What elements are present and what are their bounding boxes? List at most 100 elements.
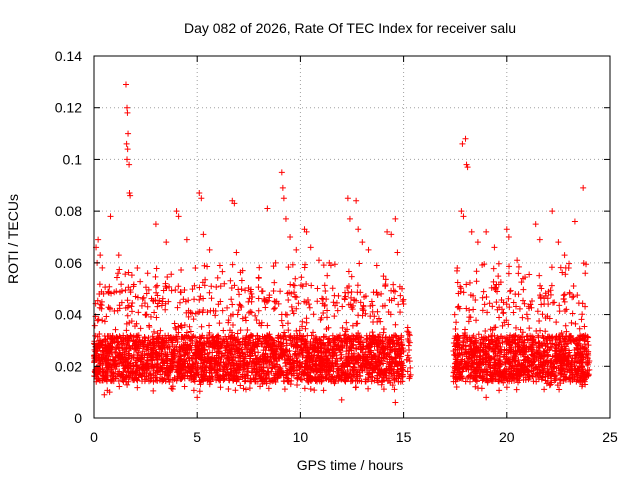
data-point xyxy=(154,292,161,299)
data-point xyxy=(377,318,384,325)
data-point xyxy=(154,282,161,289)
data-point xyxy=(196,284,203,291)
data-point xyxy=(206,356,213,363)
data-point xyxy=(496,387,503,394)
data-point xyxy=(116,302,123,309)
data-point xyxy=(158,302,165,309)
data-point xyxy=(134,370,141,377)
data-point xyxy=(284,367,291,374)
data-point xyxy=(245,285,252,292)
data-point xyxy=(503,384,510,391)
data-point xyxy=(229,261,236,268)
data-point xyxy=(144,360,151,367)
data-point xyxy=(96,330,103,337)
data-point xyxy=(166,378,173,385)
data-point xyxy=(133,339,140,346)
data-point xyxy=(468,228,475,235)
data-point xyxy=(131,342,138,349)
data-point xyxy=(275,338,282,345)
data-point xyxy=(326,338,333,345)
data-point xyxy=(270,263,277,270)
data-point xyxy=(389,340,396,347)
data-point xyxy=(354,351,361,358)
data-point xyxy=(160,356,167,363)
data-point xyxy=(219,350,226,357)
data-point xyxy=(308,365,315,372)
data-point xyxy=(175,213,182,220)
data-point xyxy=(301,298,308,305)
data-point xyxy=(569,310,576,317)
data-point xyxy=(475,331,482,338)
data-point xyxy=(331,261,338,268)
data-point xyxy=(314,285,321,292)
data-point xyxy=(395,374,402,381)
data-point xyxy=(499,322,506,329)
data-point xyxy=(107,213,114,220)
data-point xyxy=(251,342,258,349)
data-point xyxy=(186,357,193,364)
data-point xyxy=(330,378,337,385)
data-point xyxy=(250,341,257,348)
data-point xyxy=(321,282,328,289)
data-point xyxy=(252,312,259,319)
data-point xyxy=(562,322,569,329)
data-point xyxy=(215,301,222,308)
data-point xyxy=(194,344,201,351)
data-point xyxy=(284,348,291,355)
data-point xyxy=(98,305,105,312)
data-point xyxy=(354,320,361,327)
data-point xyxy=(354,282,361,289)
data-point xyxy=(141,334,148,341)
data-point xyxy=(556,308,563,315)
data-point xyxy=(227,349,234,356)
data-point xyxy=(470,306,477,313)
data-point xyxy=(103,313,110,320)
data-point xyxy=(238,277,245,284)
data-point xyxy=(157,327,164,334)
data-point xyxy=(274,375,281,382)
data-point xyxy=(168,334,175,341)
data-point xyxy=(357,344,364,351)
data-point xyxy=(140,341,147,348)
data-point xyxy=(225,385,232,392)
data-point xyxy=(293,246,300,253)
data-point xyxy=(392,399,399,406)
data-point xyxy=(106,283,113,290)
data-point xyxy=(315,257,322,264)
data-point xyxy=(520,297,527,304)
data-point xyxy=(153,364,160,371)
data-point xyxy=(324,307,331,314)
data-point xyxy=(196,347,203,354)
data-point xyxy=(196,388,203,395)
data-point xyxy=(125,352,132,359)
data-point xyxy=(382,281,389,288)
data-point xyxy=(97,301,104,308)
data-point xyxy=(387,336,394,343)
data-point xyxy=(365,385,372,392)
data-point xyxy=(536,272,543,279)
data-point xyxy=(379,354,386,361)
data-point xyxy=(331,313,338,320)
data-point xyxy=(339,303,346,310)
data-point xyxy=(268,377,275,384)
data-point xyxy=(394,360,401,367)
data-point xyxy=(466,307,473,314)
data-point xyxy=(379,345,386,352)
data-point xyxy=(559,269,566,276)
data-point xyxy=(128,303,135,310)
data-point xyxy=(285,297,292,304)
data-point xyxy=(391,386,398,393)
data-point xyxy=(162,280,169,287)
data-point xyxy=(102,335,109,342)
data-point xyxy=(399,371,406,378)
data-point xyxy=(256,361,263,368)
data-point xyxy=(365,246,372,253)
data-point xyxy=(350,302,357,309)
data-point xyxy=(141,300,148,307)
data-point xyxy=(242,344,249,351)
data-point xyxy=(95,341,102,348)
data-point xyxy=(271,298,278,305)
data-point xyxy=(348,339,355,346)
data-point xyxy=(246,333,253,340)
